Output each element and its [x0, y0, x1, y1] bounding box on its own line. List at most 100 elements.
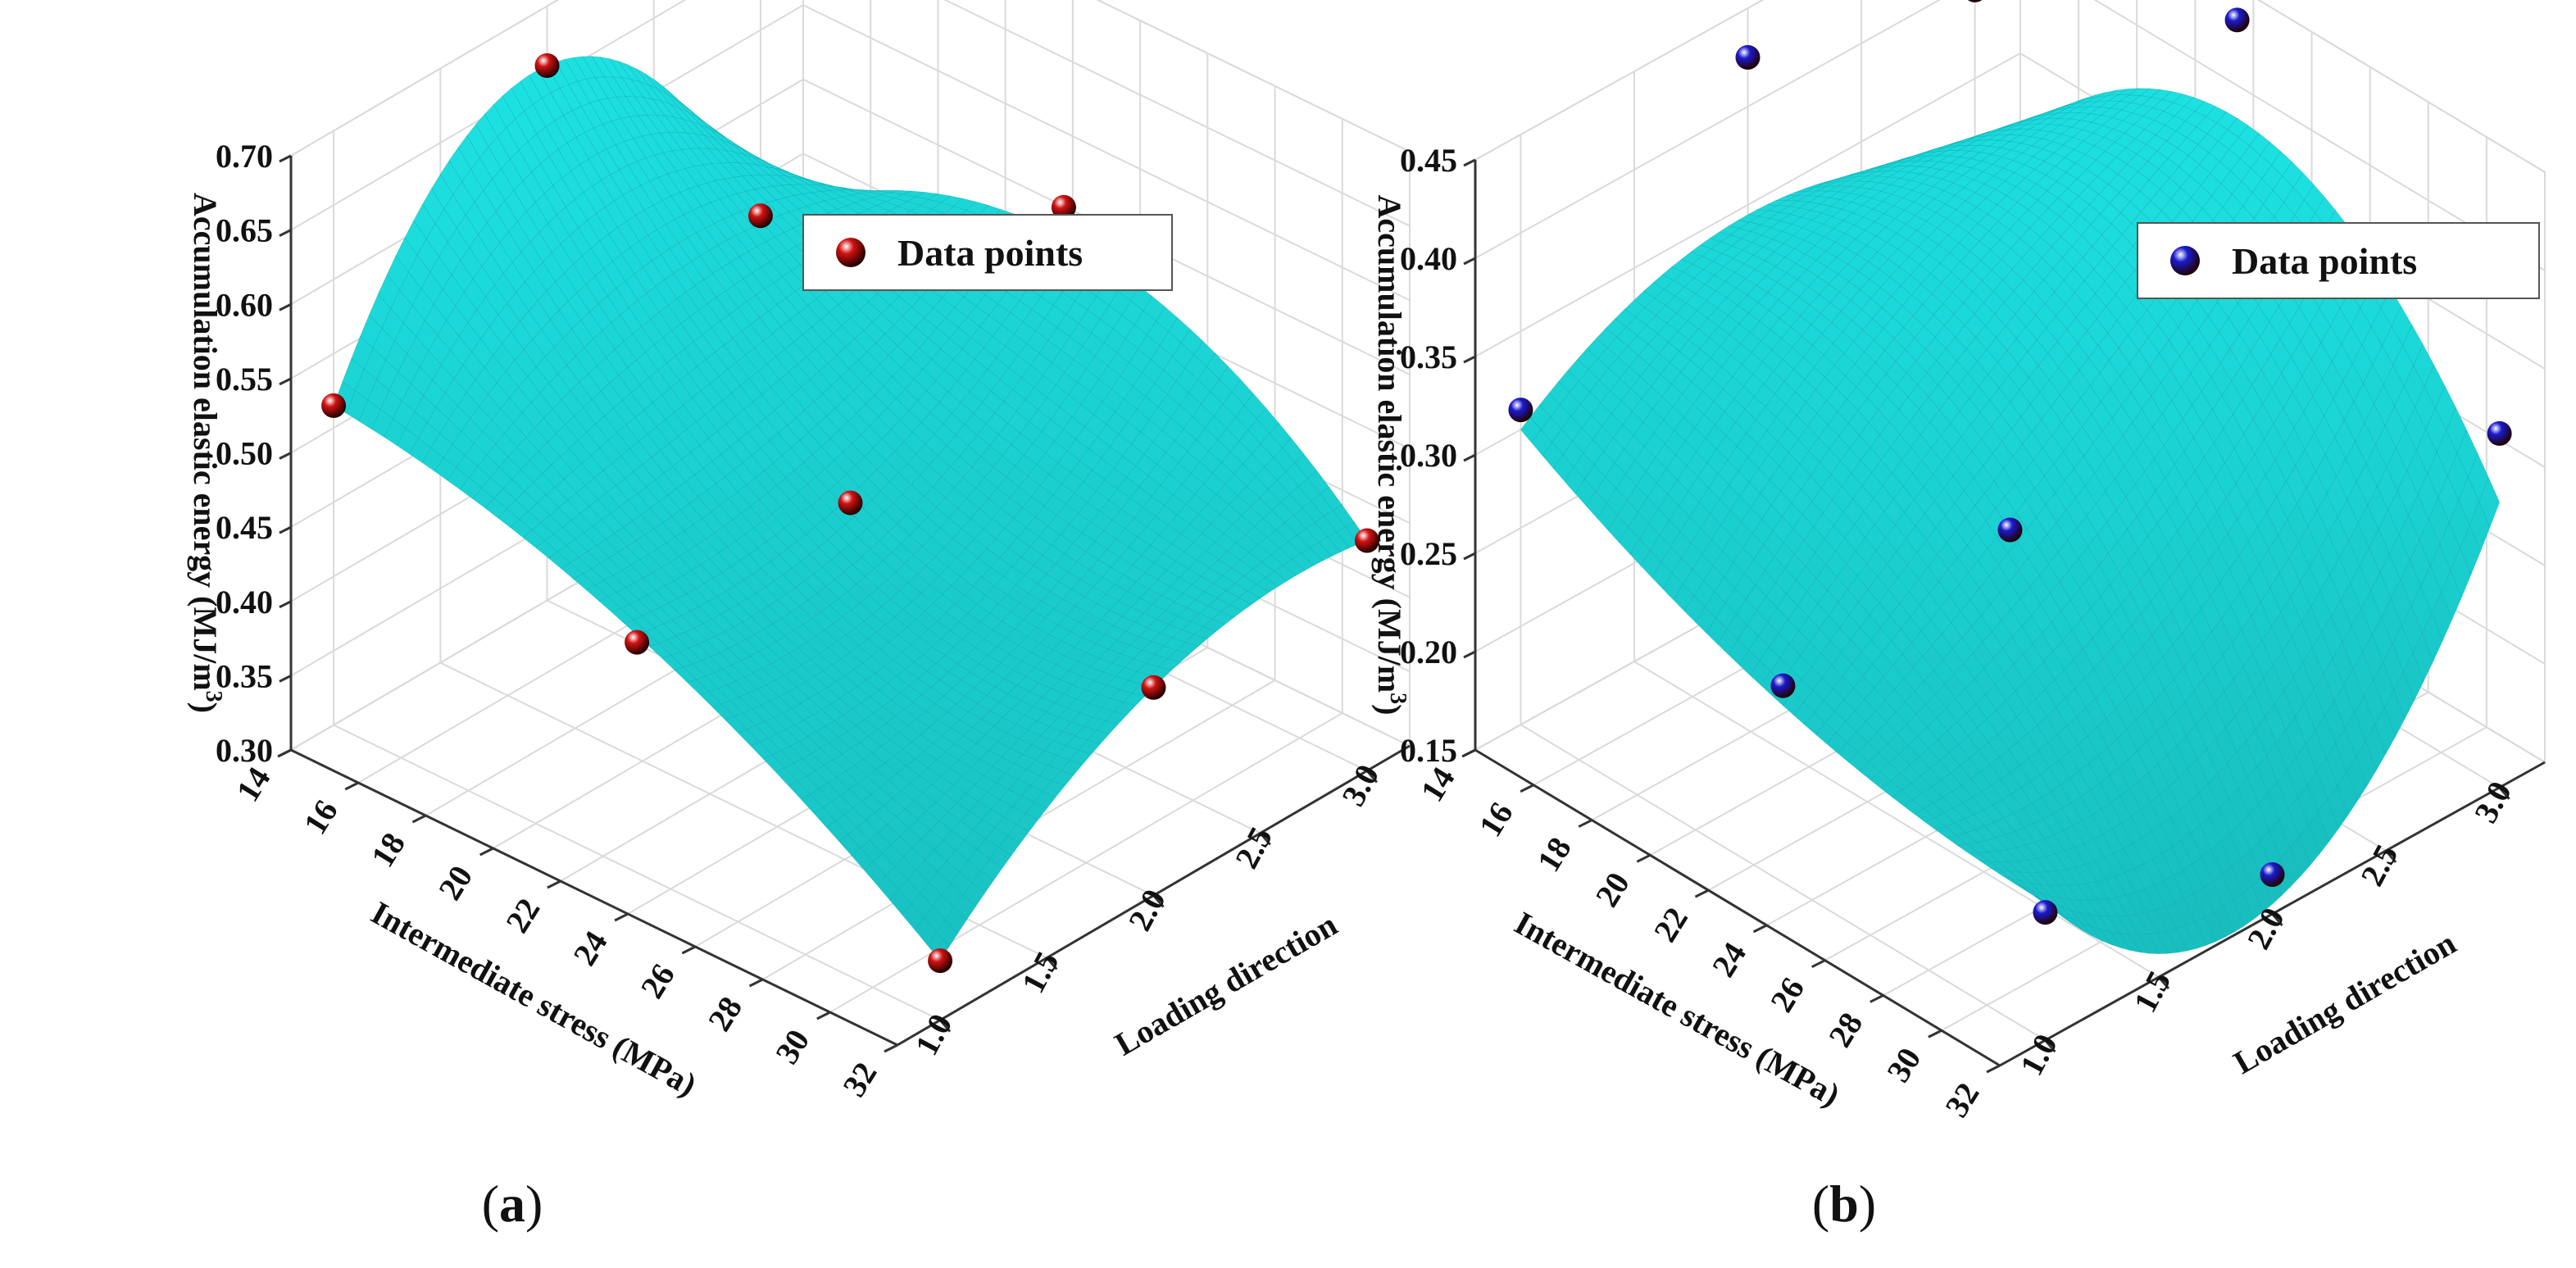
x-tick-mark [614, 912, 629, 922]
panel-label-open: ( [482, 1175, 499, 1233]
chart-panel-a: 0.300.350.400.450.500.550.600.650.701416… [187, 0, 1412, 1233]
x-tick-label: 28 [1821, 1006, 1870, 1053]
x-tick-mark [681, 945, 697, 955]
x-tick-label: 22 [1647, 901, 1695, 948]
gridline-z-back [802, 4, 1411, 302]
z-tick-mark [279, 302, 292, 311]
data-point [534, 53, 560, 78]
x-tick-mark [344, 781, 359, 791]
data-point [928, 948, 953, 974]
legend: Data points [2137, 222, 2540, 299]
x-tick-mark [479, 847, 494, 857]
legend-marker [836, 238, 865, 267]
z-tick-mark [1463, 552, 1476, 561]
x-tick-mark [1636, 853, 1651, 863]
z-axis-title-close: ) [1371, 704, 1408, 715]
z-tick-mark [279, 154, 292, 163]
z-tick-label: 0.45 [1400, 142, 1457, 179]
x-tick-label: 32 [835, 1056, 884, 1103]
x-tick-label: 30 [768, 1023, 816, 1070]
x-tick-mark [547, 879, 561, 889]
x-tick-label: 28 [701, 990, 749, 1038]
gridline-z-back [943, 0, 1411, 227]
x-tick-mark [1461, 748, 1476, 758]
x-tick-mark [1810, 959, 1826, 969]
x-tick-mark [277, 748, 292, 758]
legend: Data points [802, 214, 1173, 291]
data-point [2260, 862, 2285, 887]
data-point [321, 393, 347, 418]
z-tick-mark [279, 229, 292, 237]
z-tick-mark [1463, 650, 1476, 659]
x-tick-mark [884, 1043, 898, 1053]
data-point [625, 629, 650, 655]
x-tick-mark [1870, 994, 1884, 1003]
panel-label-open: ( [1812, 1175, 1829, 1233]
data-point [1508, 398, 1533, 423]
panel-label-close: ) [525, 1175, 543, 1233]
x-tick-mark [816, 1011, 831, 1020]
x-tick-mark [1694, 889, 1710, 898]
gridline-z-back [1096, 0, 1411, 152]
x-tick-mark [1520, 784, 1534, 793]
gridline-y-floor [333, 724, 941, 1021]
legend-label: Data points [897, 232, 1083, 274]
x-tick-label: 16 [1471, 796, 1520, 843]
surface [333, 56, 1368, 961]
data-point [2033, 900, 2058, 925]
data-point [2487, 420, 2512, 446]
panel-label-close: ) [1859, 1175, 1876, 1233]
data-point [747, 203, 773, 229]
x-tick-label: 24 [1705, 936, 1753, 984]
legend-label: Data points [2232, 240, 2417, 282]
x-tick-label: 18 [1529, 830, 1578, 878]
x-tick-label: 20 [1588, 866, 1637, 913]
z-tick-mark [279, 377, 292, 386]
x-tick-label: 22 [498, 892, 547, 939]
x-tick-label: 20 [431, 859, 479, 907]
x-tick-mark [411, 814, 427, 824]
x-tick-label: 18 [364, 826, 412, 874]
z-tick-mark [1463, 355, 1476, 364]
x-tick-label: 16 [296, 793, 344, 841]
z-axis-title: Accumulation elastic energy (MJ/m3) [1371, 195, 1411, 716]
data-point [838, 490, 863, 516]
z-tick-mark [279, 600, 292, 609]
x-tick-label: 30 [1879, 1041, 1928, 1088]
data-point [1735, 45, 1760, 70]
chart-panel-b: 0.150.200.250.300.350.400.45141618202224… [1371, 0, 2546, 1233]
panel-label-letter: b [1829, 1175, 1859, 1233]
z-axis-title-sup: 3 [1386, 693, 1411, 704]
x-tick-mark [1986, 1064, 2001, 1074]
x-tick-label: 24 [566, 925, 614, 972]
z-tick-mark [1463, 453, 1476, 462]
z-tick-mark [279, 675, 292, 683]
z-axis-title: Accumulation elastic energy (MJ/m3) [187, 193, 227, 713]
x-tick-mark [748, 978, 764, 988]
x-tick-mark [1752, 924, 1768, 934]
x-tick-mark [1928, 1029, 1942, 1038]
z-axis-title-close: ) [187, 702, 224, 713]
panel-label: (b) [1812, 1175, 1876, 1233]
z-tick-label: 0.70 [216, 138, 273, 175]
data-point [1770, 673, 1796, 698]
panel-label-letter: a [499, 1175, 525, 1233]
x-tick-label: 26 [634, 957, 682, 1005]
z-axis-title-text: Accumulation elastic energy (MJ/m [1371, 195, 1408, 693]
z-axis-title-text: Accumulation elastic energy (MJ/m [187, 193, 224, 691]
z-tick-mark [1463, 257, 1476, 266]
x-tick-label: 26 [1763, 971, 1811, 1019]
x-tick-mark [1578, 819, 1592, 828]
z-tick-mark [279, 452, 292, 460]
gridline-x-floor [829, 712, 1343, 1013]
z-axis-title-sup: 3 [202, 691, 227, 702]
data-point [1141, 675, 1166, 700]
data-point [2224, 7, 2250, 33]
z-tick-mark [279, 525, 292, 534]
z-tick-mark [1463, 158, 1476, 167]
legend-marker [2170, 246, 2200, 275]
x-tick-label: 32 [1938, 1076, 1986, 1124]
data-point [1997, 517, 2023, 543]
panel-label: (a) [482, 1175, 543, 1233]
